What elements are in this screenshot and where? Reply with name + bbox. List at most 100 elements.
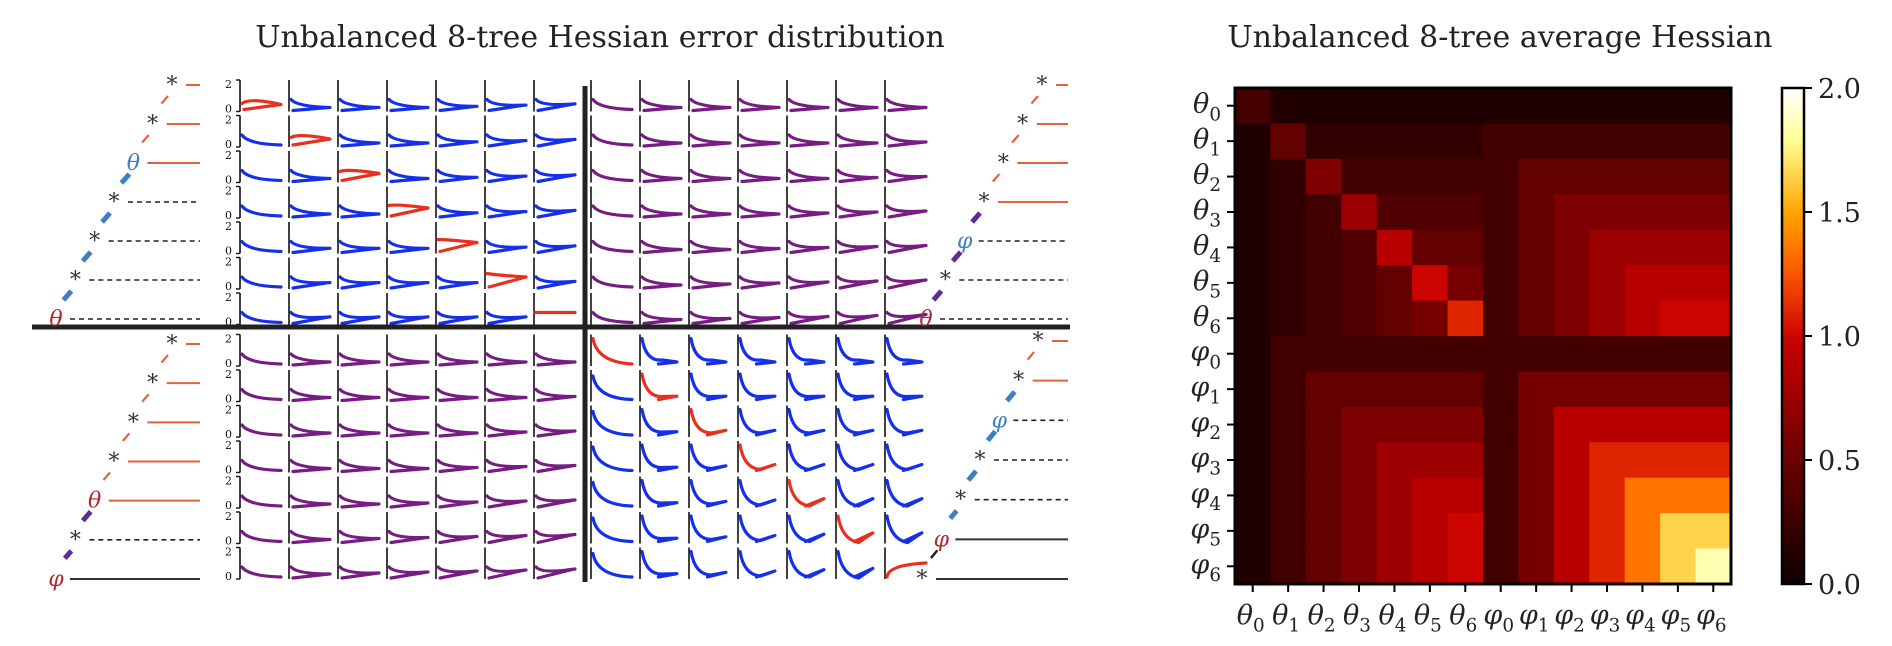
distribution-curve [836, 407, 875, 437]
distribution-curve [640, 310, 683, 326]
distribution-curve [836, 310, 879, 326]
distribution-curve [689, 336, 728, 366]
y-tick-label: θ5 [1193, 266, 1221, 303]
distribution-curve [534, 565, 577, 580]
y-tick-label: φ2 [1190, 408, 1221, 445]
heatmap-cell [1341, 371, 1378, 408]
distribution-curve [436, 275, 479, 290]
x-tick-label: θ4 [1378, 600, 1406, 637]
tree-node-param: φ [957, 229, 973, 254]
heatmap-cell [1553, 229, 1590, 266]
distribution-curve [640, 168, 683, 184]
distribution-curve [240, 310, 283, 325]
heatmap-cell [1235, 336, 1271, 372]
tree-branch [962, 469, 978, 487]
distribution-curve [591, 445, 634, 473]
distribution-cell: 20 [225, 78, 283, 116]
distribution-cell [737, 547, 777, 579]
ytick-label: 0 [225, 535, 232, 548]
tree-branch [987, 173, 1001, 188]
distribution-curve [640, 97, 683, 113]
heatmap-cell [1589, 88, 1626, 124]
distribution-cell: 20 [225, 546, 283, 583]
distribution-curve [591, 133, 634, 147]
distribution-cell [737, 405, 777, 437]
distribution-cell [835, 547, 875, 580]
ytick-label: 0 [225, 103, 232, 116]
ytick-label: 2 [225, 185, 232, 198]
distribution-cell [786, 547, 826, 579]
distribution-curve [689, 372, 728, 402]
distribution-curve [885, 97, 928, 113]
distribution-cell [484, 370, 528, 403]
heatmap-cell [1341, 158, 1378, 195]
heatmap-cell [1412, 300, 1449, 337]
distribution-cell [786, 476, 826, 508]
heatmap-cell [1624, 265, 1661, 302]
distribution-curve [738, 549, 777, 579]
tree-node-star: * [70, 268, 81, 293]
heatmap-cell [1270, 158, 1307, 195]
heatmap-cell [1553, 548, 1590, 585]
distribution-cell [688, 547, 728, 579]
heatmap-cell [1483, 158, 1519, 195]
heatmap-cell [1695, 123, 1732, 160]
distribution-curve [689, 310, 732, 326]
distribution-cell [835, 370, 875, 402]
distribution-cell [337, 476, 381, 509]
tree-branch [943, 509, 959, 526]
distribution-curve [485, 204, 528, 219]
heatmap-cell [1518, 548, 1555, 585]
distribution-cell [884, 370, 924, 402]
distribution-curve [738, 443, 777, 473]
distribution-cell [835, 476, 875, 508]
distribution-cell [484, 405, 528, 438]
heatmap-cell [1305, 229, 1342, 266]
distribution-cell [688, 80, 732, 113]
distribution-cell [835, 115, 879, 148]
tree-node-star: * [917, 567, 928, 592]
distribution-curve [534, 458, 577, 474]
distribution-curve [885, 168, 928, 184]
distribution-curve [640, 204, 683, 219]
heatmap-cell [1270, 442, 1307, 479]
heatmap-cell [1695, 194, 1732, 231]
ytick-label: 2 [225, 256, 232, 269]
tree-branch [58, 549, 74, 566]
tree-branch [966, 211, 982, 228]
distribution-curve [787, 204, 830, 219]
distribution-cell [688, 115, 732, 148]
distribution-cell [435, 222, 479, 254]
distribution-curve [338, 204, 381, 219]
tree-node-star: * [1017, 112, 1028, 137]
tree-node-star: * [147, 112, 158, 137]
heatmap-cell [1412, 229, 1449, 266]
distribution-curve [591, 168, 634, 183]
distribution-curve [836, 549, 875, 580]
distribution-curve [787, 443, 826, 473]
heatmap-cell [1518, 442, 1555, 479]
distribution-curve [689, 514, 728, 544]
distribution-curve [885, 443, 924, 473]
distribution-cell [386, 476, 430, 509]
distribution-cell [288, 222, 332, 255]
distribution-cell [688, 512, 728, 544]
y-tick-label: φ5 [1190, 514, 1221, 551]
heatmap-cell [1235, 265, 1271, 302]
heatmap-cell [1589, 336, 1626, 372]
heatmap-cell [1624, 513, 1661, 550]
tree-node-star: * [940, 268, 951, 293]
distribution-curve [436, 423, 479, 438]
distribution-cell [835, 405, 875, 437]
heatmap-cell [1235, 229, 1271, 266]
heatmap-cell [1447, 336, 1484, 372]
ytick-label: 0 [225, 280, 232, 293]
distribution-cell: 20 [225, 149, 283, 187]
ytick-label: 2 [225, 368, 232, 381]
distribution-curve [240, 133, 283, 147]
heatmap-cell [1447, 265, 1484, 302]
heatmap-cell [1376, 229, 1413, 266]
distribution-cell [835, 186, 879, 219]
distribution-curve [787, 168, 830, 184]
distribution-cell [884, 405, 924, 437]
